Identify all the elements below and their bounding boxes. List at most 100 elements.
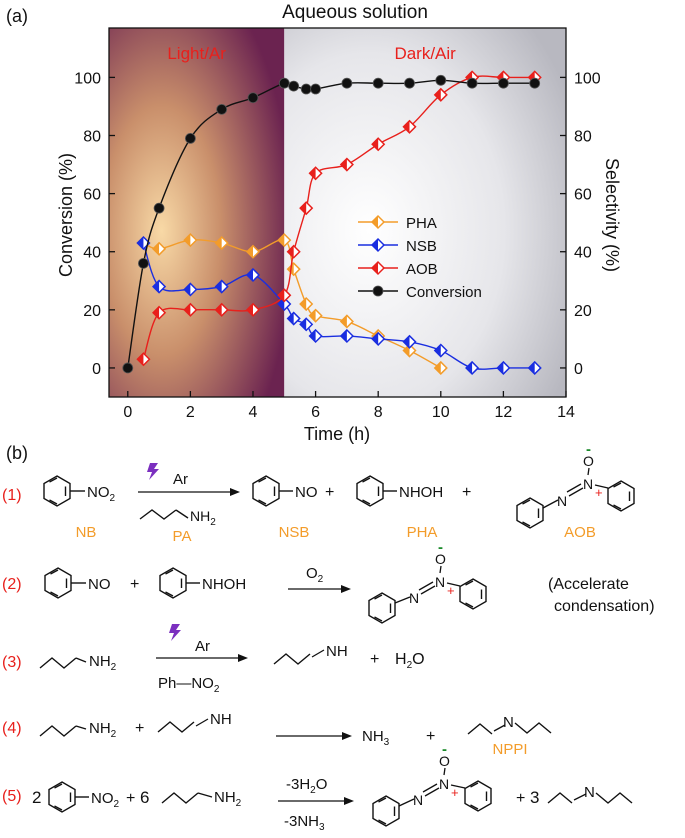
aob-point (136, 352, 151, 367)
pha-point (402, 343, 417, 358)
nsb-point (402, 334, 417, 349)
aob-charge-plus: + (447, 583, 455, 598)
plus: + (370, 651, 379, 668)
reaction-4-number: (4) (2, 720, 22, 737)
reaction-5-above: -3H2O (286, 776, 327, 796)
aob-n1: N (409, 590, 419, 606)
y-left-tick-label: 100 (74, 70, 101, 87)
arrow-head (344, 797, 354, 805)
aob-point (308, 166, 323, 181)
bond (439, 565, 442, 574)
aob-n1: N (413, 792, 423, 808)
conversion-point (278, 77, 290, 89)
x-label: Time (h) (304, 424, 370, 444)
plus: + (130, 576, 139, 593)
nb-group: NO2 (91, 790, 120, 810)
nsb-point (465, 360, 480, 376)
bond (420, 585, 436, 595)
aob-ring-left (372, 795, 400, 827)
marker-fill (246, 245, 253, 258)
conversion-point (122, 362, 134, 374)
marker-fill (278, 234, 285, 247)
marker-fill (184, 234, 191, 247)
bond (394, 596, 411, 604)
x-tick-label: 6 (311, 404, 320, 421)
nsb-line (142, 242, 535, 370)
y-right-tick-label: 100 (574, 70, 601, 87)
bond (175, 509, 189, 519)
pa-group: NH2 (214, 789, 242, 809)
conversion-point (153, 202, 165, 214)
marker-fill (287, 245, 294, 258)
y-left-tick-label: 40 (83, 245, 101, 262)
marker-fill (215, 280, 222, 293)
pa-group: NH2 (190, 508, 216, 528)
conversion-point (216, 103, 228, 115)
reaction-2-condition: O2 (306, 565, 324, 585)
nppi-n: N (584, 784, 595, 801)
aob-n1: N (557, 493, 567, 509)
pa-chain (161, 792, 199, 804)
nsb-point (527, 360, 542, 376)
y-right-tick-label: 60 (574, 187, 592, 204)
bond (422, 783, 438, 793)
reaction-2-note-1: (Accelerate (548, 576, 629, 593)
legend-label: AOB (406, 261, 438, 278)
reaction-1-number: (1) (2, 487, 22, 504)
marker-fill (184, 303, 191, 316)
y-right-label: Selectivity (%) (602, 158, 622, 272)
aob-n2: N (583, 476, 593, 492)
bond (195, 718, 209, 727)
aob-ring-right (459, 578, 487, 610)
conversion-point (466, 77, 478, 89)
ammonia: NH3 (362, 728, 390, 748)
aob-point (371, 137, 386, 152)
panel-b-label: (b) (6, 443, 28, 463)
pa-label: PA (173, 528, 192, 545)
marker-fill (466, 361, 473, 374)
bond (446, 582, 461, 587)
marker-fill (278, 298, 285, 311)
y-left-tick-label: 20 (83, 303, 101, 320)
x-tick-label: 4 (249, 404, 258, 421)
plus: + (462, 484, 471, 501)
aob-oxygen: O (439, 753, 450, 769)
marker-fill (153, 306, 160, 319)
aob-line (142, 75, 535, 360)
axes-layer: 0 2 4 6 8 10 12 14 0 20 40 60 80 100 0 20 40 60 80 100 (74, 70, 601, 421)
nsb-point (299, 317, 314, 332)
marker-fill (403, 335, 410, 348)
reaction-5-below: -3NH3 (284, 813, 325, 833)
marker-fill (372, 239, 378, 251)
y-right-tick-label: 40 (574, 245, 592, 262)
nsb-group: NO (295, 484, 318, 501)
reaction-1-condition: Ar (173, 471, 188, 488)
aob-point (299, 201, 314, 216)
x-tick-label: 14 (557, 404, 575, 421)
nb-label: NB (76, 524, 97, 541)
marker-fill (137, 237, 144, 250)
pha-point (299, 296, 314, 312)
nsb-point (433, 343, 448, 358)
bond (75, 725, 87, 730)
imine-group: NH (210, 711, 232, 728)
marker-fill (372, 138, 379, 151)
marker-fill (300, 202, 307, 215)
nsb-point (286, 311, 301, 326)
y-right-tick-label: 80 (574, 129, 592, 146)
marker-fill (340, 315, 347, 328)
coef-nitro: 2 (32, 788, 41, 807)
pha-ring (159, 567, 187, 599)
plus: + (516, 790, 525, 807)
arrow-head (238, 654, 248, 662)
dark-region (284, 28, 566, 397)
nppi-chain-right (595, 792, 633, 804)
nsb-label: NSB (279, 524, 310, 541)
aob-point (339, 157, 354, 172)
reaction-5: (5) 2 NO2 + 6 NH2 -3H2O -3NH3 N N + O - … (2, 741, 633, 833)
marker-fill (403, 344, 410, 357)
marker-fill (309, 329, 316, 342)
bond (450, 784, 466, 789)
aob-point (152, 305, 167, 320)
bond (568, 487, 584, 497)
